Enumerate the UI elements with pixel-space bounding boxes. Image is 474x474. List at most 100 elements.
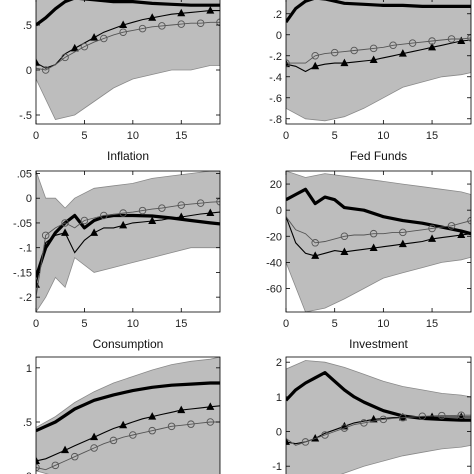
circle-marker bbox=[457, 411, 466, 419]
circle-marker bbox=[330, 48, 339, 57]
x-tick-label: 10 bbox=[377, 130, 389, 142]
circle-series-line bbox=[286, 414, 471, 446]
confidence-band bbox=[286, 0, 471, 122]
triangle-marker bbox=[119, 220, 128, 229]
circle-marker bbox=[187, 420, 195, 428]
confidence-band bbox=[286, 360, 471, 474]
circle-marker bbox=[61, 219, 69, 227]
circle-marker bbox=[100, 211, 108, 220]
thick-response-line bbox=[286, 187, 471, 236]
circle-series-line bbox=[36, 201, 220, 298]
y-tick-label: -.5 bbox=[19, 110, 32, 122]
y-tick-label: -.8 bbox=[269, 114, 282, 126]
circle-marker bbox=[80, 216, 89, 225]
panel-4-plot bbox=[286, 171, 471, 312]
y-tick-label: -.2 bbox=[19, 292, 32, 304]
circle-marker bbox=[138, 24, 147, 33]
x-tick-label: 5 bbox=[332, 130, 338, 142]
triangle-marker bbox=[311, 61, 320, 70]
circle-marker bbox=[340, 232, 349, 241]
y-tick-label: -.2 bbox=[269, 51, 282, 63]
triangle-marker bbox=[177, 405, 186, 414]
y-tick-label: .5 bbox=[23, 417, 32, 429]
circle-marker bbox=[428, 37, 436, 45]
triangle-series-line bbox=[36, 10, 220, 69]
panel-6-plot bbox=[286, 360, 471, 474]
triangle-marker bbox=[90, 228, 99, 236]
circle-marker bbox=[158, 204, 166, 212]
y-tick-label: -.15 bbox=[13, 267, 32, 279]
circle-marker bbox=[51, 461, 60, 470]
circle-marker bbox=[399, 413, 407, 422]
axes-frame bbox=[35, 170, 221, 313]
circle-marker bbox=[177, 201, 186, 209]
circle-marker bbox=[428, 224, 436, 233]
circle-marker bbox=[447, 35, 456, 43]
circle-marker bbox=[447, 222, 456, 230]
triangle-marker bbox=[457, 36, 466, 45]
circle-marker bbox=[389, 41, 397, 50]
axes-frame bbox=[285, 356, 472, 474]
triangle-marker bbox=[90, 432, 99, 441]
triangle-marker bbox=[177, 212, 186, 221]
circle-marker bbox=[418, 412, 427, 421]
triangle-marker bbox=[340, 58, 349, 67]
triangle-marker bbox=[428, 42, 437, 51]
triangle-marker bbox=[119, 20, 128, 28]
y-tick-label: 20 bbox=[270, 179, 282, 191]
circle-marker bbox=[408, 39, 417, 47]
triangle-marker bbox=[119, 420, 128, 429]
y-tick-label: 0 bbox=[276, 205, 282, 217]
panel-label: Investment bbox=[349, 337, 408, 351]
triangle-marker bbox=[61, 228, 70, 236]
panel-5-plot bbox=[36, 357, 220, 474]
y-tick-label: 0 bbox=[276, 30, 282, 42]
x-tick-label: 10 bbox=[377, 318, 389, 330]
circle-marker bbox=[119, 28, 127, 36]
circle-marker bbox=[369, 44, 378, 53]
circle-marker bbox=[148, 426, 156, 435]
circle-marker bbox=[311, 52, 319, 60]
y-tick-label: 1 bbox=[276, 392, 282, 404]
y-tick-label: -20 bbox=[266, 231, 282, 243]
y-tick-label: -.05 bbox=[13, 218, 32, 230]
circle-marker bbox=[467, 34, 471, 42]
thick-response-line bbox=[286, 0, 471, 24]
y-tick-label: -.6 bbox=[269, 93, 282, 105]
triangle-marker bbox=[311, 251, 320, 259]
triangle-marker bbox=[148, 412, 157, 420]
circle-marker bbox=[41, 231, 50, 240]
x-tick-label: 0 bbox=[33, 318, 39, 330]
circle-marker bbox=[80, 42, 89, 51]
confidence-band bbox=[36, 171, 220, 312]
x-tick-label: 15 bbox=[175, 130, 187, 142]
panel-label: Consumption bbox=[93, 337, 164, 351]
circle-marker bbox=[100, 34, 108, 43]
axes-frame bbox=[285, 0, 472, 125]
triangle-marker bbox=[398, 239, 407, 248]
triangle-marker bbox=[61, 445, 70, 454]
triangle-series-line bbox=[36, 211, 220, 285]
circle-marker bbox=[41, 66, 50, 74]
y-tick-label: 2 bbox=[276, 357, 282, 369]
thick-response-line bbox=[36, 381, 220, 433]
x-tick-label: 0 bbox=[33, 130, 39, 142]
y-tick-label: 0 bbox=[26, 193, 32, 205]
triangle-marker bbox=[90, 33, 99, 41]
circle-marker bbox=[177, 20, 186, 28]
x-tick-label: 15 bbox=[426, 318, 438, 330]
triangle-marker bbox=[369, 243, 378, 252]
y-tick-label: 1 bbox=[26, 363, 32, 375]
x-tick-label: 15 bbox=[426, 130, 438, 142]
y-tick-label: -1 bbox=[272, 461, 282, 473]
circle-marker bbox=[158, 22, 166, 30]
triangle-marker bbox=[398, 412, 407, 421]
circle-marker bbox=[196, 19, 205, 27]
circle-marker bbox=[196, 199, 205, 207]
axes-frame bbox=[285, 170, 472, 313]
circle-marker bbox=[129, 431, 137, 439]
circle-marker bbox=[70, 452, 79, 461]
panel-2-plot bbox=[286, 0, 471, 122]
y-tick-label: .05 bbox=[17, 168, 32, 180]
circle-marker bbox=[138, 206, 147, 215]
